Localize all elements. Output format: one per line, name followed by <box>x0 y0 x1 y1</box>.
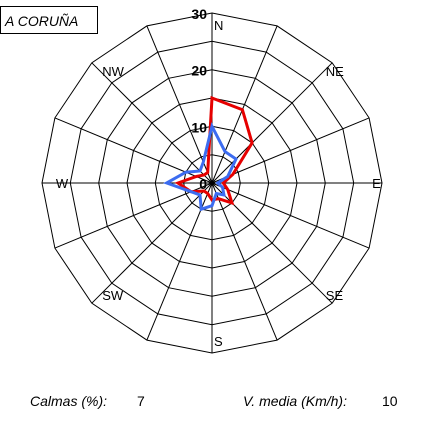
grid-spoke <box>211 117 370 184</box>
grid-spoke <box>54 182 213 249</box>
direction-label: NW <box>102 64 124 79</box>
radial-tick-label: 20 <box>191 63 207 79</box>
grid-spoke <box>211 25 278 184</box>
grid-spoke <box>211 182 278 341</box>
radial-tick-label: 30 <box>191 6 207 22</box>
direction-label: SW <box>102 288 124 303</box>
grid-spoke <box>91 62 213 184</box>
labels-layer: 0 10 20 30 N NE E SE S SW W NW <box>56 6 381 349</box>
direction-label: E <box>372 176 381 191</box>
station-name: A CORUÑA <box>5 13 79 29</box>
direction-label: NE <box>326 64 344 79</box>
series-line <box>174 95 254 206</box>
calm-value: 7 <box>137 393 145 409</box>
grid-spoke <box>211 182 370 249</box>
direction-label: SE <box>326 288 344 303</box>
series-line <box>163 122 238 212</box>
calm-label: Calmas (%): <box>30 393 108 409</box>
mean-speed-value: 10 <box>382 393 398 409</box>
grid-spoke <box>91 182 213 304</box>
series-layer <box>163 95 254 212</box>
direction-label: W <box>56 176 69 191</box>
grid-spoke <box>146 25 213 184</box>
radial-tick-label: 0 <box>199 176 207 192</box>
mean-speed-label: V. media (Km/h): <box>243 393 347 409</box>
station-label-box: A CORUÑA <box>0 6 98 34</box>
direction-label: S <box>214 334 223 349</box>
direction-label: N <box>214 18 223 33</box>
radial-tick-label: 10 <box>191 119 207 135</box>
grid-spoke <box>211 62 333 184</box>
